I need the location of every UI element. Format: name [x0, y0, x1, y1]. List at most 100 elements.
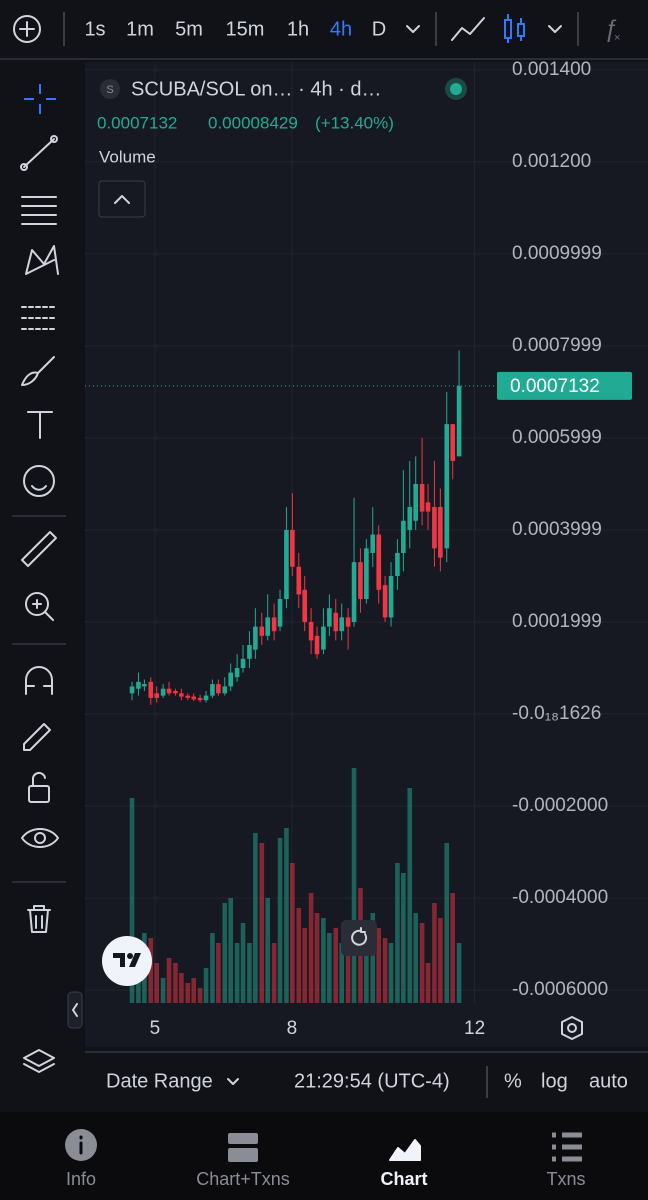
volume-bar [234, 943, 240, 1003]
candle-body [228, 672, 234, 687]
y-tick-label: 0.0001999 [512, 611, 602, 632]
volume-bar [185, 983, 191, 1003]
text-tool[interactable] [27, 411, 53, 439]
candle-body [290, 529, 295, 567]
interval-button[interactable]: 4h [330, 18, 352, 40]
y-tick-label: -0.0002000 [512, 795, 608, 816]
interval-button[interactable]: D [372, 18, 386, 40]
candle-body [259, 626, 265, 636]
interval-button[interactable]: 1h [287, 18, 309, 40]
chevron[interactable] [406, 25, 420, 33]
layers-icon[interactable] [23, 1049, 55, 1073]
symbol-badge-text: S [106, 84, 113, 96]
legend-change: 0.00008429 [208, 113, 298, 132]
emoji-tool[interactable] [23, 465, 55, 497]
brush-tool[interactable] [21, 356, 55, 386]
candle-body [425, 502, 431, 512]
candle-body [142, 684, 147, 687]
tab-label[interactable]: Chart+Txns [196, 1169, 290, 1189]
reset-button[interactable] [341, 920, 377, 956]
fib-tool[interactable] [21, 196, 57, 225]
candle-body [419, 483, 425, 512]
ruler-tool[interactable] [21, 531, 57, 567]
zoom-glyph [32, 599, 54, 621]
tradingview-logo [102, 936, 152, 986]
tab-label[interactable]: Info [66, 1169, 96, 1189]
handle [20, 163, 28, 171]
volume-bar [222, 903, 228, 1003]
candle-icon[interactable] [504, 14, 525, 43]
tab-label[interactable]: Chart [380, 1169, 427, 1189]
collapse-legend[interactable] [98, 180, 146, 218]
candle-body [277, 598, 283, 627]
auto-toggle[interactable]: auto [589, 1070, 628, 1092]
chevron[interactable] [548, 25, 562, 33]
volume-bar [302, 928, 308, 1003]
visibility-tool[interactable] [21, 828, 59, 848]
volume-bar [370, 913, 376, 1003]
volume-bar [154, 963, 160, 1003]
legend-change-pct: (+13.40%) [315, 113, 394, 132]
candle-body [203, 695, 209, 701]
clock[interactable]: 21:29:54 (UTC-4) [294, 1070, 450, 1092]
volume-bar [327, 933, 332, 1003]
last-price-label: 0.0007132 [510, 376, 600, 397]
candle-body [321, 626, 326, 650]
volume-bar [277, 838, 283, 1003]
settings-gear[interactable] [561, 1016, 583, 1040]
add-icon[interactable] [13, 15, 41, 43]
candle-body [222, 686, 228, 694]
y-tick-label: 0.0009999 [512, 243, 602, 264]
candle-body [314, 635, 320, 655]
date-range[interactable]: Date Range [106, 1070, 213, 1092]
projection-tool[interactable] [21, 306, 57, 330]
volume-bar [253, 833, 258, 1003]
candle-body [407, 506, 413, 530]
collapse-handle[interactable] [67, 991, 83, 1029]
candle-body [154, 693, 160, 698]
candle-body [271, 617, 277, 632]
volume-bar [364, 923, 369, 1003]
candle-body [191, 696, 197, 700]
candle-body [364, 548, 369, 599]
smile [31, 485, 47, 491]
volume-bar [395, 863, 400, 1003]
candle-body [450, 424, 455, 461]
pattern-tool[interactable] [25, 245, 59, 275]
chevron-up [114, 195, 130, 204]
unlock-tool[interactable] [28, 785, 50, 803]
candle-body [234, 668, 240, 678]
crosshair-tool[interactable] [24, 84, 56, 114]
volume-bar [425, 963, 431, 1003]
trend-line-tool[interactable] [23, 138, 55, 168]
interval-button[interactable]: 15m [226, 18, 265, 40]
interval-button[interactable]: 1s [84, 18, 105, 40]
volume-bar [456, 943, 462, 1003]
interval-button[interactable]: 1m [126, 18, 154, 40]
candle-body [136, 681, 141, 689]
zoom-tool[interactable] [25, 592, 49, 616]
log-toggle[interactable]: log [541, 1070, 568, 1092]
y-tick-label: -0.0006000 [512, 979, 608, 1000]
candle-body [358, 562, 363, 599]
volume-bar [265, 898, 271, 1003]
delete-tool[interactable] [27, 905, 51, 933]
candle-body [216, 684, 221, 694]
volume-bar [247, 943, 252, 1003]
volume-bar [197, 988, 203, 1003]
chart-icon [389, 1139, 421, 1161]
tab-label[interactable]: Txns [546, 1169, 585, 1189]
y-tick-label: 0.0003999 [512, 519, 602, 540]
magnet-tool[interactable] [25, 666, 53, 695]
lock-draw-tool[interactable] [23, 723, 51, 751]
candle-body [413, 483, 418, 521]
interval-button[interactable]: 5m [175, 18, 203, 40]
percent-toggle[interactable]: % [504, 1070, 522, 1092]
volume-bar [345, 923, 351, 1003]
symbol-title: SCUBA/SOL on… · 4h · d… [131, 78, 381, 100]
volume-bar [290, 863, 295, 1003]
indicators-icon[interactable]: ƒ [604, 15, 617, 42]
line-chart-icon[interactable] [451, 17, 485, 41]
volume-bar [432, 903, 437, 1003]
